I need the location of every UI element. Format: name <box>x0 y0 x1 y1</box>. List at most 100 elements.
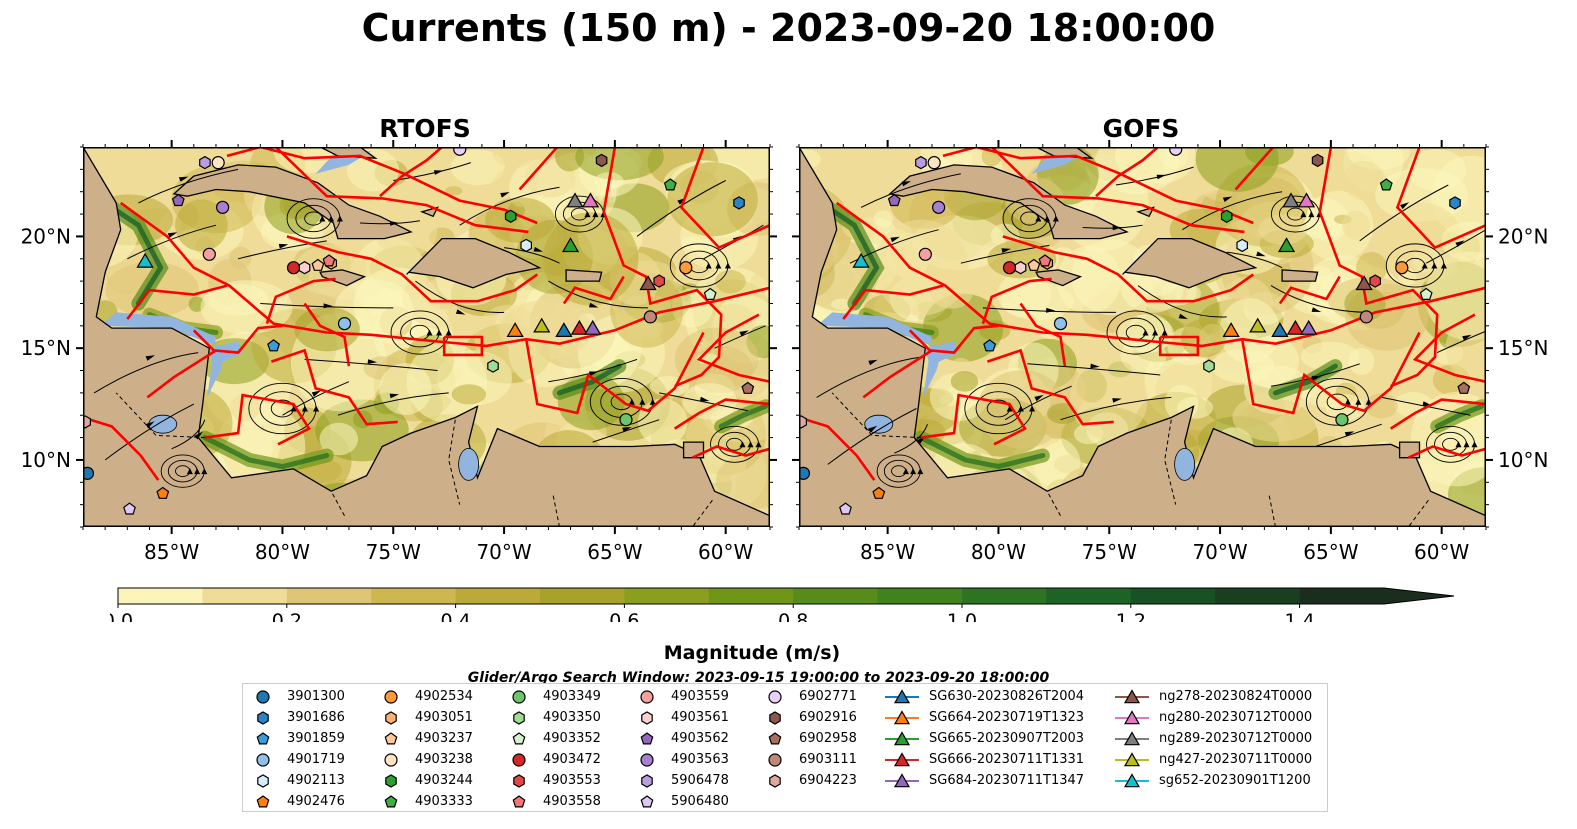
legend-swatch <box>885 689 919 704</box>
legend-label: 4903563 <box>671 752 729 767</box>
country-border <box>115 392 205 439</box>
lon-tick-label: 60°W <box>698 540 753 564</box>
legend-marker <box>893 773 911 788</box>
colorbar-segment <box>877 588 963 604</box>
eez-boundaries <box>83 147 770 481</box>
platform-marker-6902771 <box>1169 147 1183 156</box>
platform-marker-4903349 <box>1335 413 1349 427</box>
landmass <box>406 237 542 289</box>
platform-marker-4903562 <box>887 193 901 207</box>
shelf-water <box>925 341 959 367</box>
platform-marker-ng278-20230824T0000 <box>1355 275 1373 291</box>
legend-label: 4903553 <box>543 773 601 788</box>
legend-swatch <box>768 732 782 745</box>
legend-swatch <box>885 773 919 788</box>
legend-swatch <box>640 795 654 808</box>
platform-marker-ng280-20230712T0000 <box>1297 192 1316 208</box>
platform-marker-SG665-20230907T2003 <box>1277 237 1296 253</box>
platform-marker-4903558 <box>1038 254 1052 267</box>
legend-marker <box>640 732 654 745</box>
platform-marker-4903553 <box>653 274 666 288</box>
legend-swatch <box>640 753 654 767</box>
legend-marker <box>769 774 781 788</box>
platform-marker-4902476 <box>872 486 886 499</box>
legend-swatch <box>1115 731 1149 746</box>
platform-marker-4902113 <box>1236 238 1248 253</box>
legend-swatch <box>1115 773 1149 788</box>
colorbar-tick-label: 1.4 <box>1284 610 1314 622</box>
legend-marker <box>513 774 525 788</box>
landmass <box>1136 206 1155 218</box>
legend-marker <box>512 795 526 808</box>
platform-marker-6903111 <box>643 310 657 324</box>
country-border <box>1046 490 1061 517</box>
legend-label: 5906480 <box>671 794 729 809</box>
legend-label: 3901859 <box>287 731 345 746</box>
country-border <box>330 490 345 517</box>
legend-swatch <box>885 731 919 746</box>
legend-label: 4903558 <box>543 794 601 809</box>
panel-title-gofs: GOFS <box>1102 114 1180 143</box>
country-border <box>448 419 461 505</box>
colorbar-tick-label: 0.2 <box>272 610 302 622</box>
platform-marker-sg652-20230901T1200 <box>136 252 154 268</box>
legend-marker <box>768 732 782 745</box>
map-panel-gofs <box>799 147 1486 527</box>
legend-label: sg652-20230901T1200 <box>1159 773 1311 788</box>
map-panel-rtofs <box>83 147 770 527</box>
platform-marker-4903238 <box>927 156 941 170</box>
legend-marker <box>384 753 398 767</box>
platform-marker-6902958 <box>741 381 755 394</box>
legend-marker <box>512 753 526 767</box>
platform-marker-6902916 <box>595 153 608 168</box>
colorbar-tick-label: 0.0 <box>110 610 133 622</box>
landmass <box>319 269 367 287</box>
legend-label: 4903562 <box>671 731 729 746</box>
legend-label: 6902958 <box>799 731 857 746</box>
lat-tick-label: 15°N <box>1498 336 1548 360</box>
platform-marker-6902916 <box>1311 153 1324 168</box>
legend-marker <box>512 690 526 704</box>
lon-tick-label: 80°W <box>971 540 1026 564</box>
legend-label: 4902476 <box>287 794 345 809</box>
legend-swatch <box>256 753 270 767</box>
figure-title: Currents (150 m) - 2023-09-20 18:00:00 <box>361 6 1216 50</box>
legend-marker <box>256 795 270 808</box>
legend-marker <box>256 690 270 704</box>
legend-swatch <box>1115 710 1149 725</box>
platform-marker-3901859 <box>983 339 997 352</box>
legend-label: 4903237 <box>415 731 473 746</box>
legend-swatch <box>640 732 654 745</box>
platform-marker-4903561 <box>1014 261 1027 275</box>
lon-tick-label: 70°W <box>1192 540 1247 564</box>
shelf-water <box>209 341 243 367</box>
legend-swatch <box>384 732 398 745</box>
platform-marker-ng289-20230712T0000 <box>1282 192 1300 208</box>
platform-marker-4902113 <box>520 238 532 253</box>
country-border <box>1164 419 1177 505</box>
platform-marker-4903237 <box>311 258 325 271</box>
colorbar: 0.0 0.2 0.4 0.6 0.8 1.0 1.2 1.4 <box>110 587 1455 622</box>
colorbar-segment <box>455 588 541 604</box>
legend-marker <box>385 774 397 788</box>
legend-label: 3901686 <box>287 710 345 725</box>
platform-marker-6903111 <box>1359 310 1373 324</box>
lon-tick-label: 65°W <box>1303 540 1358 564</box>
platform-marker-4903553 <box>1369 274 1382 288</box>
legend-label: 6902771 <box>799 689 857 704</box>
platform-marker-SG664-20230719T1323 <box>506 322 524 337</box>
legend-marker <box>385 711 397 725</box>
colorbar-segment <box>1130 588 1216 604</box>
legend-label: 4903352 <box>543 731 601 746</box>
colorbar-segment <box>624 588 710 604</box>
lat-tick-label: 20°N <box>21 224 71 248</box>
lat-tick-label: 10°N <box>21 448 71 472</box>
legend-label: 6902916 <box>799 710 857 725</box>
country-border <box>1407 499 1429 527</box>
legend-swatch <box>768 753 782 767</box>
platform-marker-3901686 <box>733 196 745 210</box>
legend-marker <box>257 774 269 788</box>
legend-swatch <box>885 752 919 767</box>
lon-tick-label: 75°W <box>366 540 421 564</box>
platform-marker-4903559 <box>918 247 932 261</box>
